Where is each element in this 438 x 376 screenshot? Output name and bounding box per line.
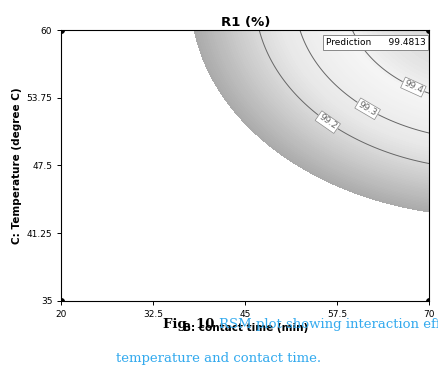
Y-axis label: C: Temperature (degree C): C: Temperature (degree C) — [12, 87, 22, 244]
X-axis label: B: contact time (min): B: contact time (min) — [183, 323, 308, 333]
Text: 99.3: 99.3 — [357, 100, 378, 118]
Text: Prediction      99.4813: Prediction 99.4813 — [326, 38, 426, 47]
Text: Fig. 10: Fig. 10 — [163, 318, 219, 331]
Title: R1 (%): R1 (%) — [221, 16, 270, 29]
Text: temperature and contact time.: temperature and contact time. — [117, 352, 321, 365]
Text: 99.4: 99.4 — [403, 79, 424, 95]
Text: RSM plot showing interaction effect of: RSM plot showing interaction effect of — [219, 318, 438, 331]
Text: 99.2: 99.2 — [317, 113, 339, 132]
